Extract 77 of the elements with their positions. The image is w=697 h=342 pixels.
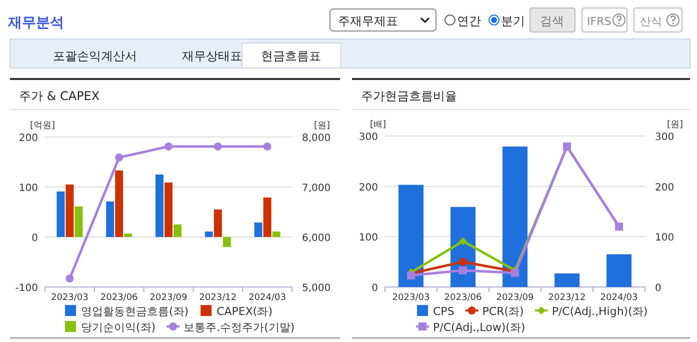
y-tick-label: 200	[358, 182, 378, 194]
point	[459, 237, 467, 246]
text: 포괄손익계산서	[53, 49, 137, 63]
bar	[66, 184, 74, 237]
point	[164, 142, 172, 150]
text: 재무분석	[7, 15, 64, 31]
chart-title: 주가 & CAPEX	[19, 89, 100, 103]
bar	[263, 198, 272, 237]
text: 현금흐름표	[261, 49, 321, 63]
bar	[115, 170, 124, 237]
legend-label: 당기순이익(좌)	[81, 321, 156, 334]
text: IFRS	[587, 15, 612, 28]
point	[263, 142, 272, 150]
text: 검색	[540, 14, 564, 28]
y2-tick-label: 6,000	[302, 233, 331, 244]
y2-tick-label: 7,000	[302, 183, 331, 194]
bar	[554, 273, 580, 287]
y-axis-title: [배]	[370, 120, 386, 130]
text: 산식	[640, 15, 662, 28]
bar	[398, 184, 424, 287]
legend-label: CAPEX(좌)	[216, 305, 273, 318]
y2-tick-label: 5,000	[302, 283, 331, 294]
x-tick-label: 2023/06	[444, 293, 482, 303]
text: 연간	[457, 14, 481, 28]
bar	[502, 146, 528, 287]
legend-label: 영업활동현금흐름(좌)	[81, 305, 189, 318]
x-tick-label: 2023/12	[199, 293, 237, 303]
bar	[124, 234, 132, 237]
legend-label: 보통주.수정주가(기말)	[184, 321, 295, 334]
bar	[74, 206, 83, 237]
bar	[204, 232, 213, 237]
y2-tick-label: 0	[655, 283, 662, 294]
x-tick-label: 2023/03	[51, 293, 88, 303]
bar	[606, 254, 632, 287]
chart-title: 주가현금흐름비율	[361, 89, 457, 103]
y-tick-label: 200	[18, 133, 38, 144]
y-axis-title: [억원]	[30, 121, 56, 131]
bar	[174, 224, 182, 237]
y2-tick-label: 200	[655, 182, 674, 194]
y2-axis-title: [원]	[314, 121, 330, 131]
y-tick-label: 100	[18, 183, 38, 194]
x-tick-label: 2023/12	[548, 293, 586, 303]
bar	[164, 182, 172, 237]
bar	[272, 232, 280, 237]
bar	[156, 174, 164, 237]
bar	[222, 237, 231, 247]
x-tick-label: 2023/03	[392, 293, 430, 303]
text: 분기	[501, 14, 525, 28]
x-tick-label: 2024/03	[600, 293, 638, 303]
point	[66, 274, 74, 282]
y-tick-label: 100	[358, 232, 378, 244]
legend-label: P/C(Adj.,High)(좌)	[552, 305, 648, 318]
x-tick-label: 2023/06	[100, 293, 138, 303]
text: 재무상태표	[182, 49, 242, 63]
y-tick-label: 0	[372, 283, 378, 294]
y2-tick-label: 8,000	[302, 133, 331, 144]
x-tick-label: 2024/03	[248, 293, 286, 303]
point	[115, 154, 124, 162]
y-tick-label: -100	[15, 283, 38, 294]
bar	[56, 192, 65, 237]
legend-label: PCR(좌)	[482, 305, 524, 318]
legend-label: P/C(Adj.,Low)(좌)	[433, 321, 526, 334]
point	[459, 266, 467, 274]
point	[214, 142, 222, 150]
bar	[254, 222, 262, 237]
y-tick-label: 300	[358, 132, 378, 143]
x-tick-label: 2023/09	[496, 293, 534, 303]
x-tick-label: 2023/09	[150, 293, 188, 303]
text: 주재무제표	[338, 14, 398, 28]
legend-label: CPS	[433, 305, 454, 318]
y2-axis-title: [원]	[666, 120, 684, 130]
point	[459, 258, 467, 266]
bar	[106, 202, 114, 237]
bar	[214, 210, 222, 237]
y2-tick-label: 100	[655, 232, 674, 244]
y2-tick-label: 300	[655, 132, 674, 143]
y-tick-label: 0	[32, 233, 38, 244]
